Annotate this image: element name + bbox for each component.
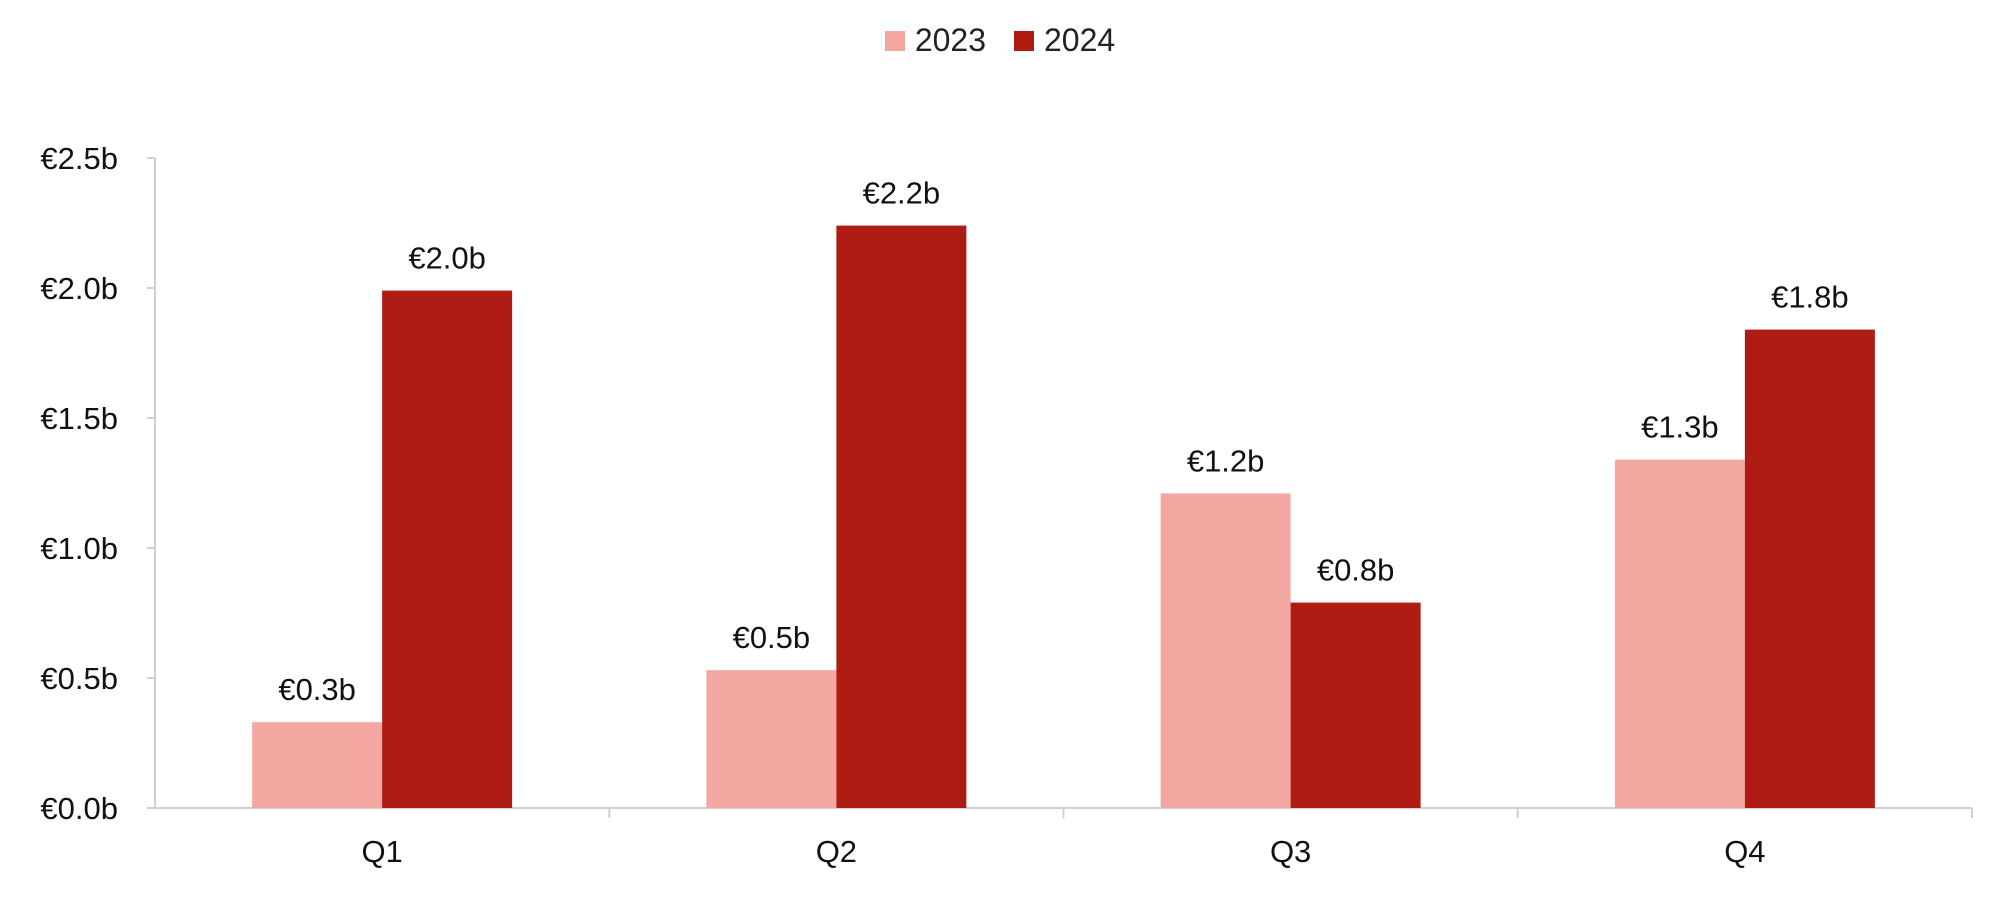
legend-label-2024: 2024 [1044,22,1116,58]
y-tick-label: €0.0b [40,791,118,826]
legend: 2023 2024 [0,22,2000,59]
data-label: €1.2b [1187,443,1265,478]
data-label: €1.3b [1641,410,1719,445]
data-label: €0.8b [1317,553,1395,588]
data-label: €1.8b [1771,280,1849,315]
bar-2024-Q3 [1290,602,1421,808]
legend-swatch-2023 [884,30,905,51]
legend-label-2023: 2023 [914,22,986,58]
bar-2023-Q2 [706,670,837,808]
x-tick-label: Q3 [1270,834,1311,869]
x-tick-label: Q4 [1724,834,1765,869]
y-tick-label: €1.5b [40,401,118,436]
bar-2023-Q4 [1614,459,1745,808]
y-tick-label: €0.5b [40,661,118,696]
x-tick-label: Q1 [361,834,402,869]
y-tick-label: €1.0b [40,531,118,566]
legend-swatch-2024 [1014,30,1034,51]
data-label: €2.0b [408,241,486,276]
data-label: €2.2b [863,176,941,211]
bar-2023-Q1 [252,722,383,808]
y-tick-label: €2.0b [40,271,118,306]
bar-2023-Q3 [1160,493,1291,808]
data-label: €0.5b [733,620,811,655]
x-tick-label: Q2 [816,834,857,869]
bar-2024-Q4 [1744,329,1875,808]
bar-2024-Q1 [382,290,513,809]
data-label: €0.3b [278,672,356,707]
bar-2024-Q2 [836,225,967,809]
legend-item-2024: 2024 [1014,22,1115,59]
legend-item-2023: 2023 [884,22,986,59]
y-tick-label: €2.5b [40,141,118,176]
